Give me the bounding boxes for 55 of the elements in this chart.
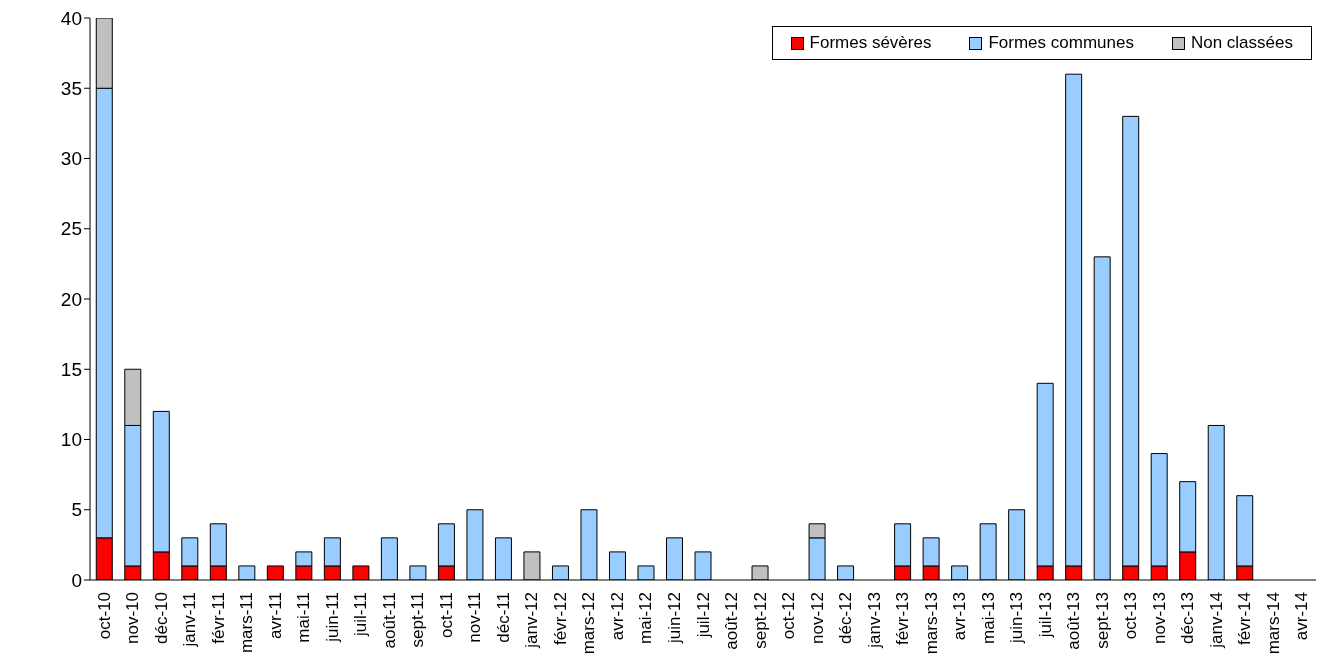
x-tick-label: mai-13: [978, 592, 998, 644]
x-tick-label: févr-12: [550, 592, 570, 645]
x-tick-label: déc-10: [151, 592, 171, 644]
y-tick-label: 10: [60, 429, 82, 451]
x-tick-label: oct-12: [779, 592, 799, 640]
x-tick-label: nov-13: [1149, 592, 1169, 644]
y-tick-label: 25: [60, 218, 82, 240]
x-tick-label: nov-11: [465, 592, 485, 643]
x-tick-label: mai-11: [294, 592, 314, 643]
x-tick-label: déc-13: [1178, 592, 1198, 644]
y-tick-label: 30: [60, 148, 82, 170]
x-tick-label: avr-11: [265, 592, 285, 639]
x-tick-label: févr-14: [1235, 592, 1255, 645]
x-tick-label: janv-14: [1206, 592, 1226, 649]
x-tick-label: oct-13: [1121, 592, 1141, 640]
legend-label: Non classées: [1189, 33, 1293, 53]
x-tick-label: déc-11: [493, 592, 513, 643]
x-tick-label: mars-11: [237, 592, 257, 654]
x-tick-label: août-13: [1064, 592, 1084, 650]
x-tick-label: mai-12: [636, 592, 656, 644]
legend-label: Formes communes: [987, 33, 1134, 53]
x-tick-label: nov-10: [123, 592, 143, 644]
x-tick-label: oct-11: [436, 592, 456, 638]
x-tick-label: sept-12: [750, 592, 770, 649]
x-tick-label: févr-13: [893, 592, 913, 645]
x-tick-label: mars-13: [921, 592, 941, 655]
x-tick-label: sept-13: [1092, 592, 1112, 649]
x-tick-label: juil-12: [693, 592, 713, 639]
x-tick-label: avr-14: [1292, 592, 1312, 641]
x-tick-label: juin-11: [322, 592, 342, 643]
x-tick-label: janv-13: [864, 592, 884, 649]
x-tick-label: nov-12: [807, 592, 827, 644]
x-tick-label: juil-13: [1035, 592, 1055, 639]
x-tick-label: déc-12: [836, 592, 856, 644]
x-tick-label: avr-12: [607, 592, 627, 641]
x-tick-label: juil-11: [351, 592, 371, 638]
x-tick-label: févr-11: [208, 592, 228, 644]
x-tick-label: oct-10: [94, 592, 114, 640]
x-tick-label: juin-12: [664, 592, 684, 645]
y-tick-label: 0: [71, 569, 82, 591]
x-tick-label: janv-11: [180, 592, 200, 648]
x-tick-label: mars-12: [579, 592, 599, 655]
y-tick-label: 20: [60, 288, 82, 310]
x-tick-label: avr-13: [950, 592, 970, 641]
x-tick-label: août-11: [379, 592, 399, 649]
y-tick-label: 35: [60, 78, 82, 99]
x-tick-label: juin-13: [1007, 592, 1027, 645]
y-tick-label: 5: [71, 499, 82, 521]
y-tick-label: 15: [60, 358, 82, 380]
x-tick-label: sept-11: [408, 592, 428, 648]
x-tick-label: mars-14: [1263, 592, 1283, 655]
x-tick-label: janv-12: [522, 592, 542, 649]
y-tick-label: 40: [60, 7, 82, 29]
legend-label: Formes sévères: [808, 33, 932, 53]
x-tick-label: août-12: [722, 592, 742, 650]
